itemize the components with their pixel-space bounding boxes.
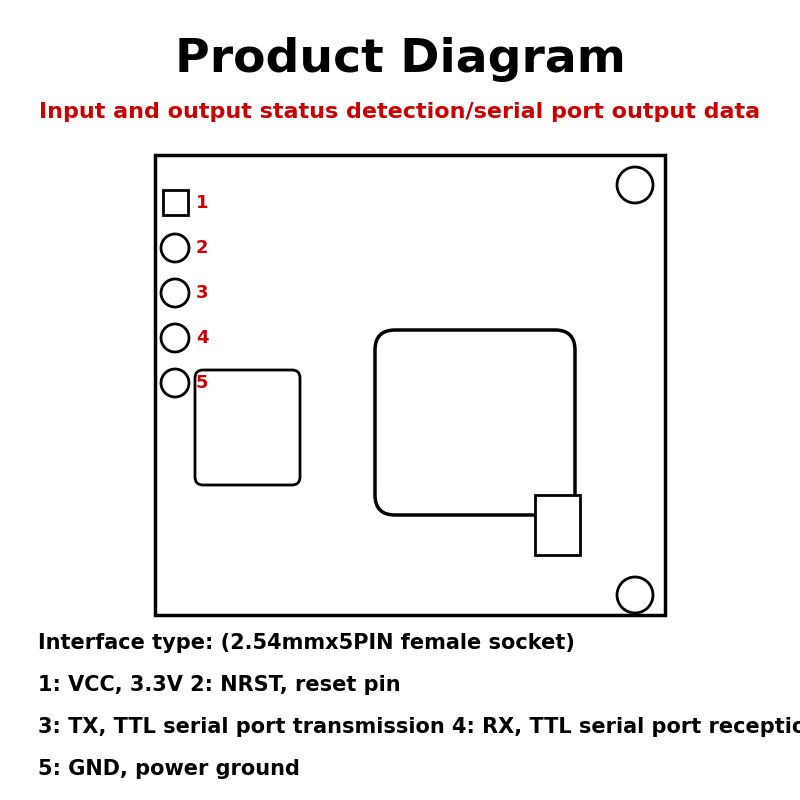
Bar [535, 495, 580, 555]
Text: 5: GND, power ground: 5: GND, power ground [38, 759, 300, 779]
Circle shape [617, 167, 653, 203]
FancyBboxPatch shape [375, 330, 575, 515]
Text: 4: 4 [196, 329, 209, 347]
Text: 1: 1 [196, 194, 209, 212]
Text: Interface type: (2.54mmx5PIN female socket): Interface type: (2.54mmx5PIN female sock… [38, 633, 575, 653]
Text: Product Diagram: Product Diagram [174, 38, 626, 82]
Text: Input and output status detection/serial port output data: Input and output status detection/serial… [39, 102, 761, 122]
Circle shape [617, 577, 653, 613]
Text: 2: 2 [196, 239, 209, 257]
Circle shape [161, 324, 189, 352]
FancyBboxPatch shape [195, 370, 300, 485]
Bar [155, 155, 665, 615]
Text: 1: VCC, 3.3V 2: NRST, reset pin: 1: VCC, 3.3V 2: NRST, reset pin [38, 675, 401, 695]
Circle shape [161, 234, 189, 262]
Text: 5: 5 [196, 374, 209, 392]
Text: 3: 3 [196, 284, 209, 302]
Text: 3: TX, TTL serial port transmission 4: RX, TTL serial port reception: 3: TX, TTL serial port transmission 4: R… [38, 717, 800, 737]
Circle shape [161, 369, 189, 397]
Bar [163, 190, 188, 215]
Circle shape [161, 279, 189, 307]
